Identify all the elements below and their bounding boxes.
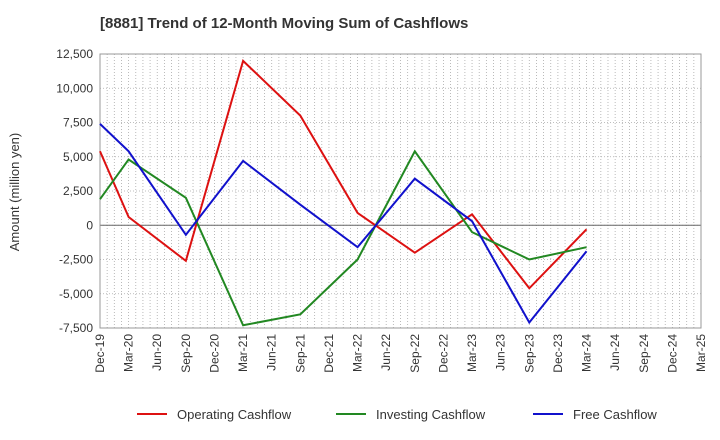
y-tick-label: -7,500 — [59, 321, 93, 335]
y-tick-label: 5,000 — [63, 150, 93, 164]
y-tick-label: 10,000 — [56, 81, 93, 95]
free-cashflow-legend-label: Free Cashflow — [573, 407, 657, 422]
x-axis-ticks: Dec-19 Mar-20 Jun-20 Sep-20 Dec-20 Mar-21 Jun-… — [93, 334, 708, 373]
series-lines — [99, 58, 588, 327]
x-tick-label: Sep-20 — [179, 334, 193, 373]
x-tick-label: Jun-22 — [379, 334, 393, 371]
investing-cashflow-legend-label: Investing Cashflow — [376, 407, 486, 422]
y-tick-label: 2,500 — [63, 184, 93, 198]
x-tick-label: Jun-24 — [608, 334, 622, 371]
x-tick-label: Sep-22 — [408, 334, 422, 373]
grid-lines — [99, 53, 702, 329]
y-axis-label: Amount (million yen) — [7, 133, 22, 252]
x-tick-label: Mar-25 — [694, 334, 708, 372]
x-tick-label: Dec-23 — [551, 334, 565, 373]
x-tick-label: Jun-20 — [150, 334, 164, 371]
y-tick-label: 0 — [86, 218, 93, 232]
y-tick-label: 7,500 — [63, 116, 93, 130]
legend: Operating Cashflow Investing Cashflow Free… — [137, 407, 657, 422]
x-tick-label: Dec-19 — [93, 334, 107, 373]
x-tick-label: Mar-22 — [351, 334, 365, 372]
x-tick-label: Dec-24 — [665, 334, 679, 373]
x-tick-label: Mar-23 — [465, 334, 479, 372]
x-tick-label: Mar-21 — [236, 334, 250, 372]
operating-cashflow-legend-label: Operating Cashflow — [177, 407, 292, 422]
x-tick-label: Jun-21 — [265, 334, 279, 371]
y-tick-label: -2,500 — [59, 253, 93, 267]
y-axis-ticks: 12,500 10,000 7,500 5,000 2,500 0 -2,500 -5,000… — [56, 47, 93, 335]
x-tick-label: Sep-23 — [522, 334, 536, 373]
chart-title: [8881] Trend of 12-Month Moving Sum of C… — [100, 15, 468, 32]
x-tick-label: Dec-22 — [436, 334, 450, 373]
x-tick-label: Sep-21 — [293, 334, 307, 373]
investing-cashflow-line — [99, 149, 587, 327]
x-tick-label: Jun-23 — [494, 334, 508, 371]
x-tick-label: Sep-24 — [637, 334, 651, 373]
plot-area — [99, 53, 702, 329]
operating-cashflow-line — [99, 58, 588, 290]
x-tick-label: Mar-24 — [580, 334, 594, 372]
y-tick-label: 12,500 — [56, 47, 93, 61]
x-tick-label: Dec-20 — [207, 334, 221, 373]
free-cashflow-line — [99, 123, 588, 325]
x-tick-label: Dec-21 — [322, 334, 336, 373]
y-tick-label: -5,000 — [59, 287, 93, 301]
x-tick-label: Mar-20 — [122, 334, 136, 372]
